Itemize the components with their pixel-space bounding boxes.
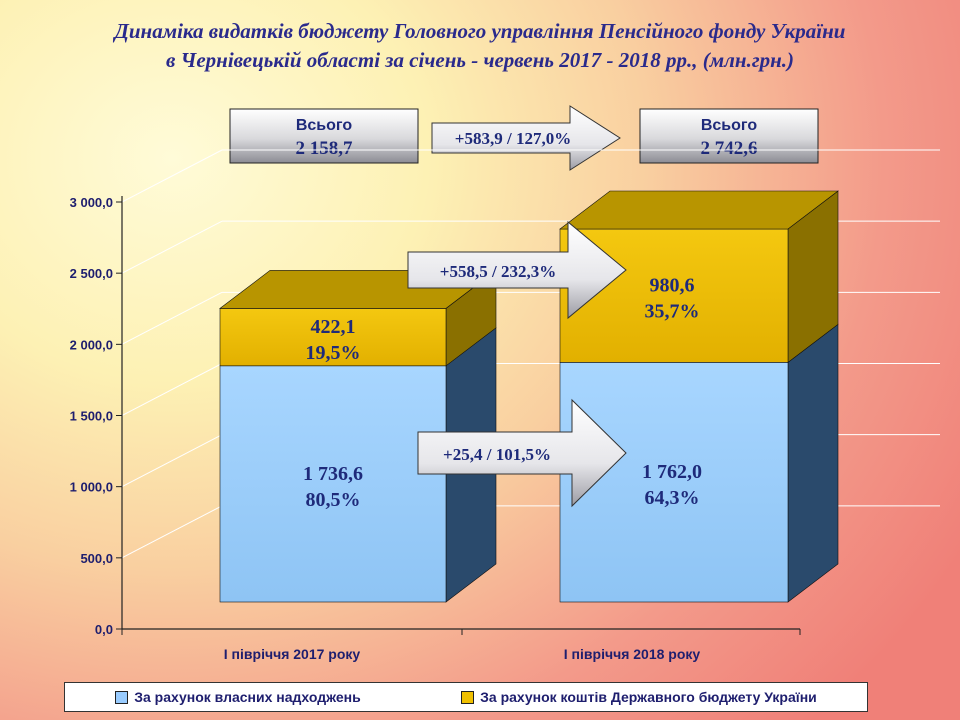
- legend-label-own: За рахунок власних надходжень: [134, 689, 361, 705]
- legend: За рахунок власних надходжень За рахунок…: [64, 682, 868, 712]
- budget-change-label: +558,5 / 232,3%: [440, 262, 556, 281]
- y-tick-label: 1 500,0: [70, 409, 113, 424]
- total-change-label: +583,9 / 127,0%: [455, 129, 571, 148]
- bar-side: [787, 323, 839, 603]
- legend-swatch-budget: [461, 690, 475, 704]
- data-label: 1 762,0: [642, 461, 702, 483]
- grid-line-diag: [121, 149, 223, 203]
- bar-top: [559, 190, 839, 230]
- legend-item-budget: За рахунок коштів Державного бюджету Укр…: [461, 689, 817, 705]
- grid-line-diag: [121, 505, 223, 559]
- total-2017-label: Всього: [296, 117, 353, 134]
- total-box-2018: Всього 2 742,6: [639, 108, 819, 164]
- grid-line-diag: [121, 220, 223, 274]
- x-tick-label: І півріччя 2017 року: [224, 646, 361, 662]
- bar-segment: [559, 362, 789, 603]
- grid-line-diag: [121, 291, 223, 345]
- total-2018-value: 2 742,6: [701, 138, 758, 159]
- total-change-arrow: +583,9 / 127,0%: [431, 105, 621, 171]
- grid-line-diag: [121, 363, 223, 416]
- y-tick-label: 500,0: [80, 551, 113, 566]
- data-label-percent: 35,7%: [645, 301, 700, 323]
- total-box-2017: Всього 2 158,7: [229, 108, 419, 164]
- y-tick-label: 1 000,0: [70, 480, 113, 495]
- data-label: 980,6: [650, 275, 695, 297]
- bar-segment: [219, 365, 447, 603]
- bar-segment: [219, 308, 447, 367]
- total-2017-value: 2 158,7: [296, 138, 354, 159]
- y-tick-label: 2 000,0: [70, 337, 113, 352]
- chart-title-line1: Динаміка видатків бюджету Головного упра…: [114, 19, 846, 43]
- y-tick-label: 0,0: [95, 622, 113, 637]
- data-label: 1 736,6: [303, 463, 363, 485]
- legend-item-own: За рахунок власних надходжень: [115, 689, 361, 705]
- y-tick-label: 3 000,0: [70, 195, 113, 210]
- data-label-percent: 64,3%: [645, 487, 700, 509]
- x-axis: І півріччя 2017 року І півріччя 2018 року: [121, 628, 801, 662]
- grid-line-diag: [121, 434, 223, 488]
- data-label-percent: 80,5%: [306, 489, 361, 511]
- data-label-percent: 19,5%: [306, 342, 361, 364]
- own-change-arrow: +25,4 / 101,5%: [417, 398, 627, 508]
- legend-label-budget: За рахунок коштів Державного бюджету Укр…: [480, 689, 817, 705]
- y-axis: 0,0 500,0 1 000,0 1 500,0 2 000,0 2 500,0 3 00…: [70, 195, 123, 637]
- budget-change-arrow: +558,5 / 232,3%: [407, 220, 627, 320]
- legend-swatch-own: [115, 690, 129, 704]
- x-tick-label: І півріччя 2018 року: [564, 646, 701, 662]
- own-change-label: +25,4 / 101,5%: [443, 445, 551, 464]
- total-2018-label: Всього: [701, 117, 758, 134]
- chart-title-line2: в Чернівецькій області за січень - черве…: [166, 48, 794, 72]
- data-label: 422,1: [311, 316, 356, 338]
- y-tick-label: 2 500,0: [70, 266, 113, 281]
